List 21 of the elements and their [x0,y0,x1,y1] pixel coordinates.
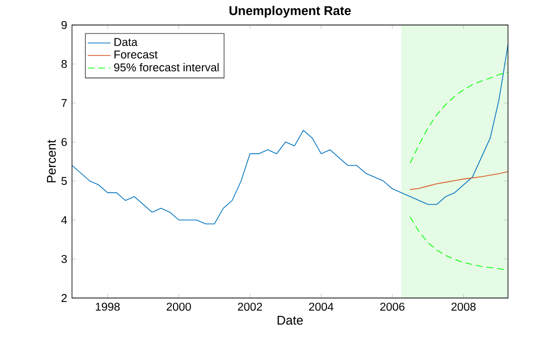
y-tick-label: 9 [62,21,67,30]
y-tick-label: 5 [61,177,67,185]
y-tick-label: 4 [61,216,67,224]
x-tick-label: 2008 [451,302,476,311]
y-tick-label: 8 [61,60,67,68]
y-axis-title: Percent [46,140,56,182]
x-axis-title: Date [278,316,303,325]
legend-label: Data [114,38,138,46]
x-tick-label: 2002 [238,302,262,311]
y-tick-label: 3 [61,254,67,264]
x-tick-label: 1998 [96,302,120,311]
legend-label: Forecast [114,50,158,58]
y-tick-label: 7 [62,99,67,107]
chart-title: Unemployment Rate [230,6,351,18]
line-series [410,72,508,164]
x-tick-label: 2004 [309,302,334,311]
legend-label: 95% forecast interval [114,63,219,72]
y-tick-label: 6 [62,138,67,146]
y-tick-label: 2 [62,294,67,302]
x-tick-label: 2006 [380,302,404,311]
x-tick-label: 2000 [166,302,191,311]
